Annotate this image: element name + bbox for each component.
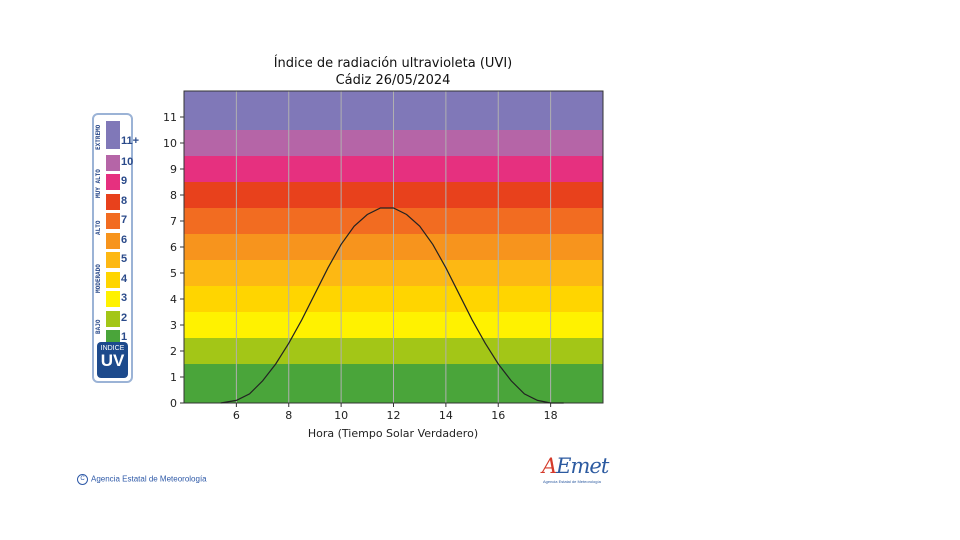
y-tick-label-3: 3 xyxy=(170,319,177,332)
y-tick-label-7: 7 xyxy=(170,215,177,228)
badge-top-text: INDICE xyxy=(100,345,125,352)
chart-subtitle: Cádiz 26/05/2024 xyxy=(336,73,451,88)
uvi-series-line xyxy=(220,207,564,404)
y-tick-label-10: 10 xyxy=(163,137,177,150)
y-tick-label-9: 9 xyxy=(170,163,177,176)
x-tick-label-18: 18 xyxy=(544,409,558,422)
legend-level-9: 3 xyxy=(121,292,128,304)
legend-level-2: 10 xyxy=(121,155,134,168)
chart-title: Índice de radiación ultravioleta (UVI) xyxy=(274,55,513,71)
legend-level-3: 9 xyxy=(121,175,128,187)
y-tick-label-4: 4 xyxy=(170,293,177,306)
legend-level-11: 1 xyxy=(121,331,128,343)
y-tick-label-6: 6 xyxy=(170,241,177,254)
legend-level-4: 8 xyxy=(121,194,128,207)
legend-swatch-7 xyxy=(106,252,120,268)
legend-swatch-2 xyxy=(106,154,120,171)
aemet-logo-subtitle: Agencia Estatal de Meteorología xyxy=(543,479,601,484)
x-tick-label-12: 12 xyxy=(387,409,401,422)
legend-swatch-10 xyxy=(106,310,120,327)
legend-level-10: 2 xyxy=(121,311,128,324)
legend-level-8: 4 xyxy=(121,272,128,285)
y-tick-label-5: 5 xyxy=(170,267,177,280)
legend-level-6: 6 xyxy=(121,233,128,246)
copyright-icon: C xyxy=(77,474,88,485)
x-axis-label: Hora (Tiempo Solar Verdadero) xyxy=(308,427,478,440)
y-tick-label-0: 0 xyxy=(170,397,177,410)
y-tick-label-2: 2 xyxy=(170,345,177,358)
legend-level-7: 5 xyxy=(121,253,128,265)
legend-swatch-8 xyxy=(106,271,120,288)
x-tick-label-10: 10 xyxy=(334,409,348,422)
y-tick-label-1: 1 xyxy=(170,371,177,384)
copyright-notice: C Agencia Estatal de Meteorología xyxy=(77,474,207,485)
uv-index-badge: INDICE UV xyxy=(97,342,128,378)
legend-swatch-5 xyxy=(106,213,120,229)
legend-category-extremo: EXTREMO xyxy=(95,124,102,150)
aemet-logo: AEmet Agencia Estatal de Meteorología xyxy=(540,454,615,488)
copyright-text: Agencia Estatal de Meteorología xyxy=(91,474,207,484)
legend-category-moderado: MODERADO xyxy=(95,264,102,294)
legend-swatch-4 xyxy=(106,193,120,210)
legend-category-alto: ALTO xyxy=(95,220,102,236)
uv-index-legend: 11+ 10 9 8 7 6 5 4 3 2 1 EXTREMO MUY ALTO ALTO MODERAD… xyxy=(92,113,139,383)
aemet-logo-wordmark: AEmet xyxy=(542,454,609,478)
legend-level-5: 7 xyxy=(121,214,128,226)
legend-swatch-9 xyxy=(106,291,120,307)
legend-level-1: 11+ xyxy=(121,135,140,147)
legend-swatch-3 xyxy=(106,174,120,190)
legend-swatch-1 xyxy=(106,121,120,149)
x-tick-label-14: 14 xyxy=(439,409,453,422)
legend-category-muy-alto: MUY ALTO xyxy=(95,169,102,199)
legend-category-bajo: BAJO xyxy=(95,319,102,335)
legend-swatch-6 xyxy=(106,232,120,249)
y-tick-label-8: 8 xyxy=(170,189,177,202)
x-tick-label-16: 16 xyxy=(491,409,505,422)
badge-main-text: UV xyxy=(100,351,125,370)
x-tick-label-6: 6 xyxy=(233,409,240,422)
y-tick-label-11: 11 xyxy=(163,111,177,124)
x-tick-label-8: 8 xyxy=(285,409,292,422)
